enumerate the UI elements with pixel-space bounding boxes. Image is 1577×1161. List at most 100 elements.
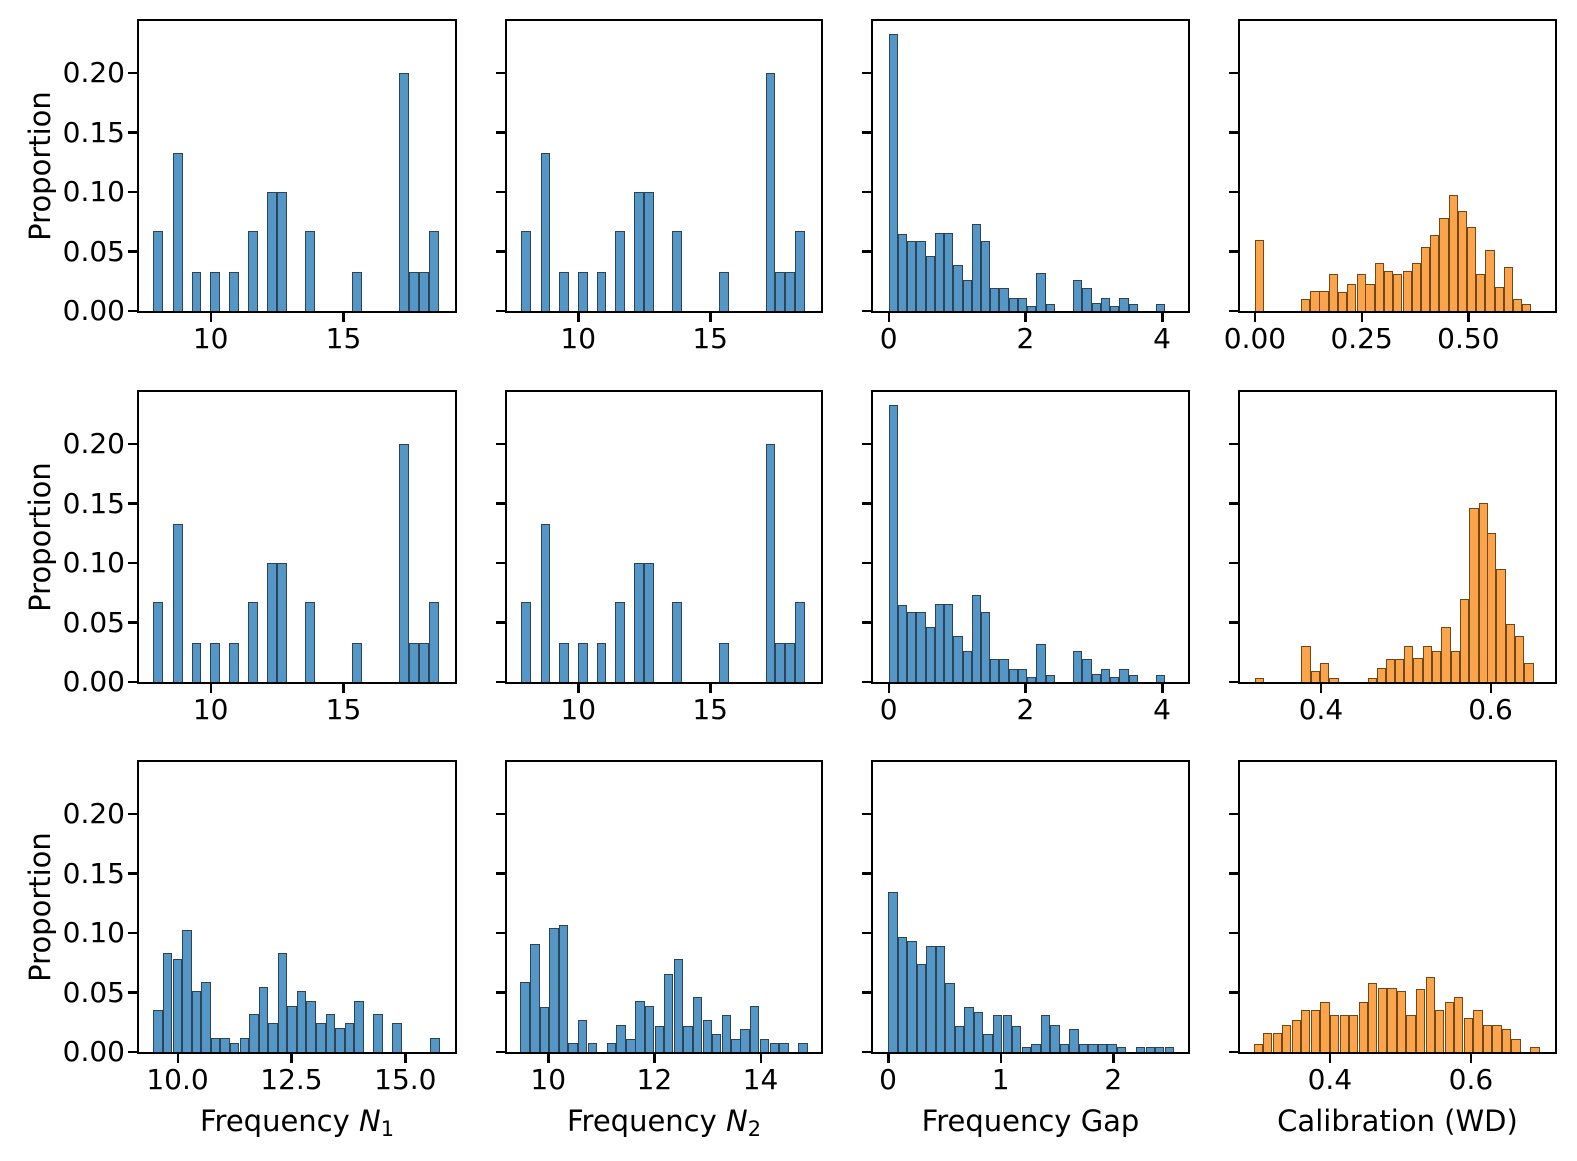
histogram-bar bbox=[1469, 508, 1479, 682]
y-tick-mark bbox=[128, 309, 137, 312]
histogram-bars bbox=[507, 762, 821, 1052]
histogram-panel-r1c1: 10 15 bbox=[496, 390, 823, 725]
histogram-bar bbox=[990, 659, 1000, 682]
x-tick-label: 10 bbox=[192, 322, 229, 355]
histogram-bar bbox=[247, 602, 258, 682]
histogram-bar bbox=[304, 602, 315, 682]
histogram-bar bbox=[1337, 291, 1347, 311]
histogram-bar bbox=[1404, 646, 1414, 682]
histogram-bars bbox=[507, 21, 821, 311]
histogram-bar bbox=[530, 943, 540, 1052]
x-tick-label: 2 bbox=[1016, 693, 1035, 726]
histogram-panel-r0c3: 0.00 0.25 0.50 bbox=[1224, 19, 1557, 354]
histogram-bar bbox=[276, 192, 287, 311]
histogram-bar bbox=[201, 981, 211, 1052]
y-tick-mark bbox=[128, 131, 137, 134]
histogram-bar bbox=[418, 271, 429, 311]
x-tick-mark bbox=[1112, 1054, 1115, 1063]
histogram-bar bbox=[172, 959, 182, 1052]
histogram-bar bbox=[316, 1023, 326, 1052]
x-tick-mark bbox=[290, 1054, 293, 1063]
y-axis-label: Proportion bbox=[23, 91, 57, 241]
histogram-bar bbox=[418, 642, 429, 682]
histogram-bar bbox=[1100, 297, 1111, 311]
histogram-bar bbox=[266, 563, 277, 682]
y-tick-mark bbox=[862, 931, 871, 935]
histogram-bar bbox=[888, 405, 898, 682]
histogram-bar bbox=[916, 240, 926, 311]
histogram-bar bbox=[172, 523, 183, 682]
histogram-bar bbox=[1515, 635, 1525, 682]
histogram-bar bbox=[1492, 1024, 1502, 1052]
histogram-bar bbox=[296, 991, 307, 1052]
histogram-bar bbox=[1310, 671, 1321, 682]
histogram-bar bbox=[428, 231, 439, 311]
histogram-bar bbox=[153, 231, 164, 311]
histogram-bar bbox=[999, 659, 1009, 682]
y-tick-mark bbox=[862, 309, 871, 312]
histogram-bar bbox=[916, 611, 926, 682]
histogram-bar bbox=[1511, 1038, 1521, 1052]
x-tick-label: 0.4 bbox=[1307, 1063, 1353, 1096]
histogram-bar bbox=[1119, 668, 1129, 682]
x-tick-label: 0.4 bbox=[1298, 693, 1344, 726]
histogram-bar bbox=[1036, 272, 1046, 311]
histogram-bar bbox=[1291, 1019, 1302, 1052]
y-tick-mark bbox=[862, 812, 871, 816]
histogram-bar bbox=[1310, 1010, 1321, 1052]
y-tick-mark bbox=[862, 872, 871, 875]
histogram-bar bbox=[731, 1038, 741, 1052]
histogram-bar bbox=[635, 1000, 645, 1052]
histogram-bar bbox=[210, 271, 221, 311]
histogram-bar bbox=[1450, 651, 1460, 682]
histogram-bar bbox=[1453, 997, 1464, 1052]
histogram-bar bbox=[229, 1042, 240, 1052]
x-tick-label: 1 bbox=[991, 1063, 1010, 1096]
histogram-bars bbox=[1240, 21, 1555, 311]
histogram-bar bbox=[1429, 234, 1440, 311]
histogram-panel-r2c1: 10 12 14 Frequency N2 bbox=[496, 760, 823, 1141]
histogram-bar bbox=[953, 264, 963, 311]
histogram-bar bbox=[162, 953, 173, 1052]
histogram-bar bbox=[954, 1025, 965, 1052]
histogram-bar bbox=[352, 642, 363, 682]
histogram-bar bbox=[888, 34, 898, 311]
y-tick-mark bbox=[496, 309, 505, 312]
x-tick-mark bbox=[653, 1054, 656, 1063]
histogram-bar bbox=[1513, 299, 1523, 311]
y-tick-mark bbox=[128, 680, 137, 683]
x-tick-mark bbox=[209, 684, 213, 693]
histogram-bar bbox=[325, 1013, 336, 1052]
histogram-bar bbox=[718, 642, 729, 682]
x-tick-mark bbox=[342, 684, 345, 693]
y-tick-label: 0.00 bbox=[62, 665, 125, 698]
histogram-bar bbox=[1011, 1025, 1022, 1052]
y-tick-label: 0.20 bbox=[62, 797, 125, 831]
y-tick-mark bbox=[496, 812, 505, 816]
histogram-bar bbox=[692, 997, 703, 1052]
histogram-bar bbox=[1128, 674, 1138, 682]
histogram-bar bbox=[897, 936, 908, 1052]
histogram-bar bbox=[399, 444, 410, 682]
x-tick-label: 0.6 bbox=[1468, 693, 1513, 726]
histogram-bar bbox=[577, 642, 588, 682]
histogram-bar bbox=[944, 232, 954, 311]
histogram-bar bbox=[616, 1024, 626, 1052]
y-tick-mark bbox=[496, 502, 505, 505]
histogram-bar bbox=[999, 288, 1009, 311]
histogram-bar bbox=[559, 642, 569, 682]
y-tick-mark bbox=[1229, 131, 1238, 134]
x-tick-mark bbox=[1161, 684, 1164, 693]
y-tick-label: 0.15 bbox=[62, 486, 125, 520]
histogram-bar bbox=[615, 231, 625, 311]
x-tick-mark bbox=[999, 1054, 1003, 1063]
y-tick-mark bbox=[128, 71, 137, 75]
x-tick-label: 4 bbox=[1153, 322, 1171, 355]
histogram-bar bbox=[674, 959, 684, 1052]
histogram-bar bbox=[1463, 1017, 1474, 1052]
x-tick-mark bbox=[1319, 684, 1323, 693]
histogram-bar bbox=[1017, 668, 1028, 682]
y-tick-mark bbox=[862, 991, 871, 994]
y-tick-mark bbox=[496, 561, 505, 565]
histogram-bar bbox=[399, 73, 410, 311]
